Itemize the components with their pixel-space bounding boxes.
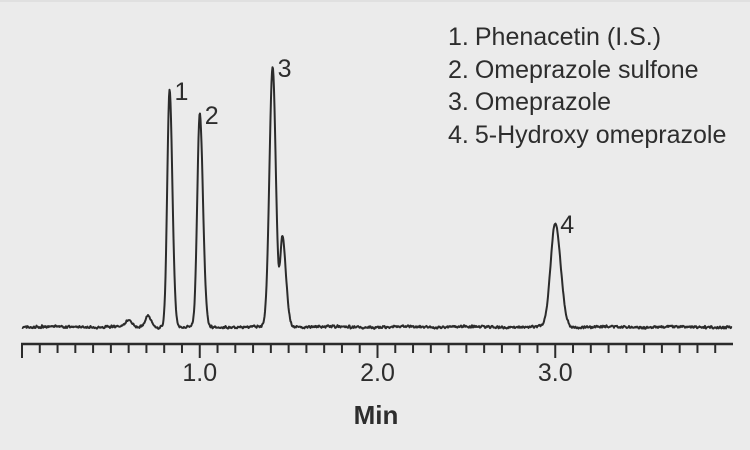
peak-label-1: 1 — [174, 78, 189, 107]
peak-label-3: 3 — [277, 55, 292, 83]
legend-item-name: Omeprazole sulfone — [474, 55, 699, 84]
legend-item: 2. Omeprazole sulfone — [448, 54, 726, 87]
x-tick-label: 1.0 — [182, 359, 218, 387]
legend-item: 1. Phenacetin (I.S.) — [448, 21, 726, 54]
x-axis-title: Min — [353, 400, 399, 430]
x-tick-label: 2.0 — [360, 359, 395, 387]
peak-label-4: 4 — [560, 211, 575, 239]
legend-item: 4. 5-Hydroxy omeprazole — [448, 119, 726, 152]
legend-item: 3. Omeprazole — [448, 86, 726, 119]
peak-legend: 1. Phenacetin (I.S.) 2. Omeprazole sulfone… — [448, 21, 726, 151]
legend-item-number: 4. — [448, 120, 469, 149]
image-top-edge — [0, 0, 750, 2]
legend-item-name: Omeprazole — [474, 88, 612, 116]
x-tick-label: 3.0 — [537, 359, 573, 387]
x-axis — [21, 342, 733, 358]
legend-item-number: 3. — [448, 88, 469, 116]
legend-item-number: 1. — [448, 23, 469, 51]
legend-item-name: 5-Hydroxy omeprazole — [474, 120, 727, 149]
chromatogram-trace — [21, 66, 733, 330]
peak-label-2: 2 — [204, 101, 219, 130]
legend-item-number: 2. — [448, 55, 469, 84]
legend-item-name: Phenacetin (I.S.) — [474, 23, 662, 51]
